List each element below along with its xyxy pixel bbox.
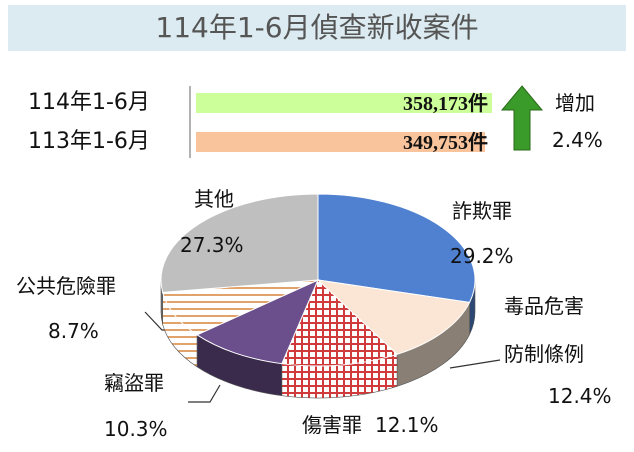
pie-category: 公共危險罪	[16, 274, 116, 298]
bar-category: 114年1-6月	[28, 90, 150, 115]
change-label: 增加	[555, 91, 595, 115]
bar	[196, 132, 486, 152]
bar-value-label: 349,753件	[403, 130, 488, 154]
title: 114年1-6月偵查新收案件	[8, 5, 626, 51]
pie-category: 傷害罪	[302, 413, 362, 437]
bar-value-label: 358,173件	[403, 91, 488, 115]
pie-category: 毒品危害防制條例	[504, 294, 584, 366]
pie-value-label: 27.3%	[180, 233, 244, 257]
pie-slice	[281, 279, 399, 367]
pie-value-label: 12.4%	[548, 384, 612, 408]
pie-value-label: 29.2%	[450, 244, 514, 268]
bar-category: 113年1-6月	[28, 129, 150, 154]
pie-slice	[161, 279, 319, 336]
pie-value-label: 10.3%	[104, 417, 168, 441]
pie-value-label: 12.1%	[375, 413, 439, 437]
pie-category: 竊盜罪	[104, 371, 164, 395]
pie-category: 詐欺罪	[452, 199, 512, 223]
pie-slice	[195, 279, 319, 365]
pie-slice	[160, 193, 319, 293]
pie-value-label: 8.7%	[48, 319, 99, 343]
up-arrow	[500, 85, 544, 151]
pie-slice	[316, 279, 471, 355]
bar	[196, 93, 492, 113]
pie-category: 其他	[194, 187, 234, 211]
change-value: 2.4%	[552, 128, 603, 152]
pie-slice	[317, 193, 476, 303]
